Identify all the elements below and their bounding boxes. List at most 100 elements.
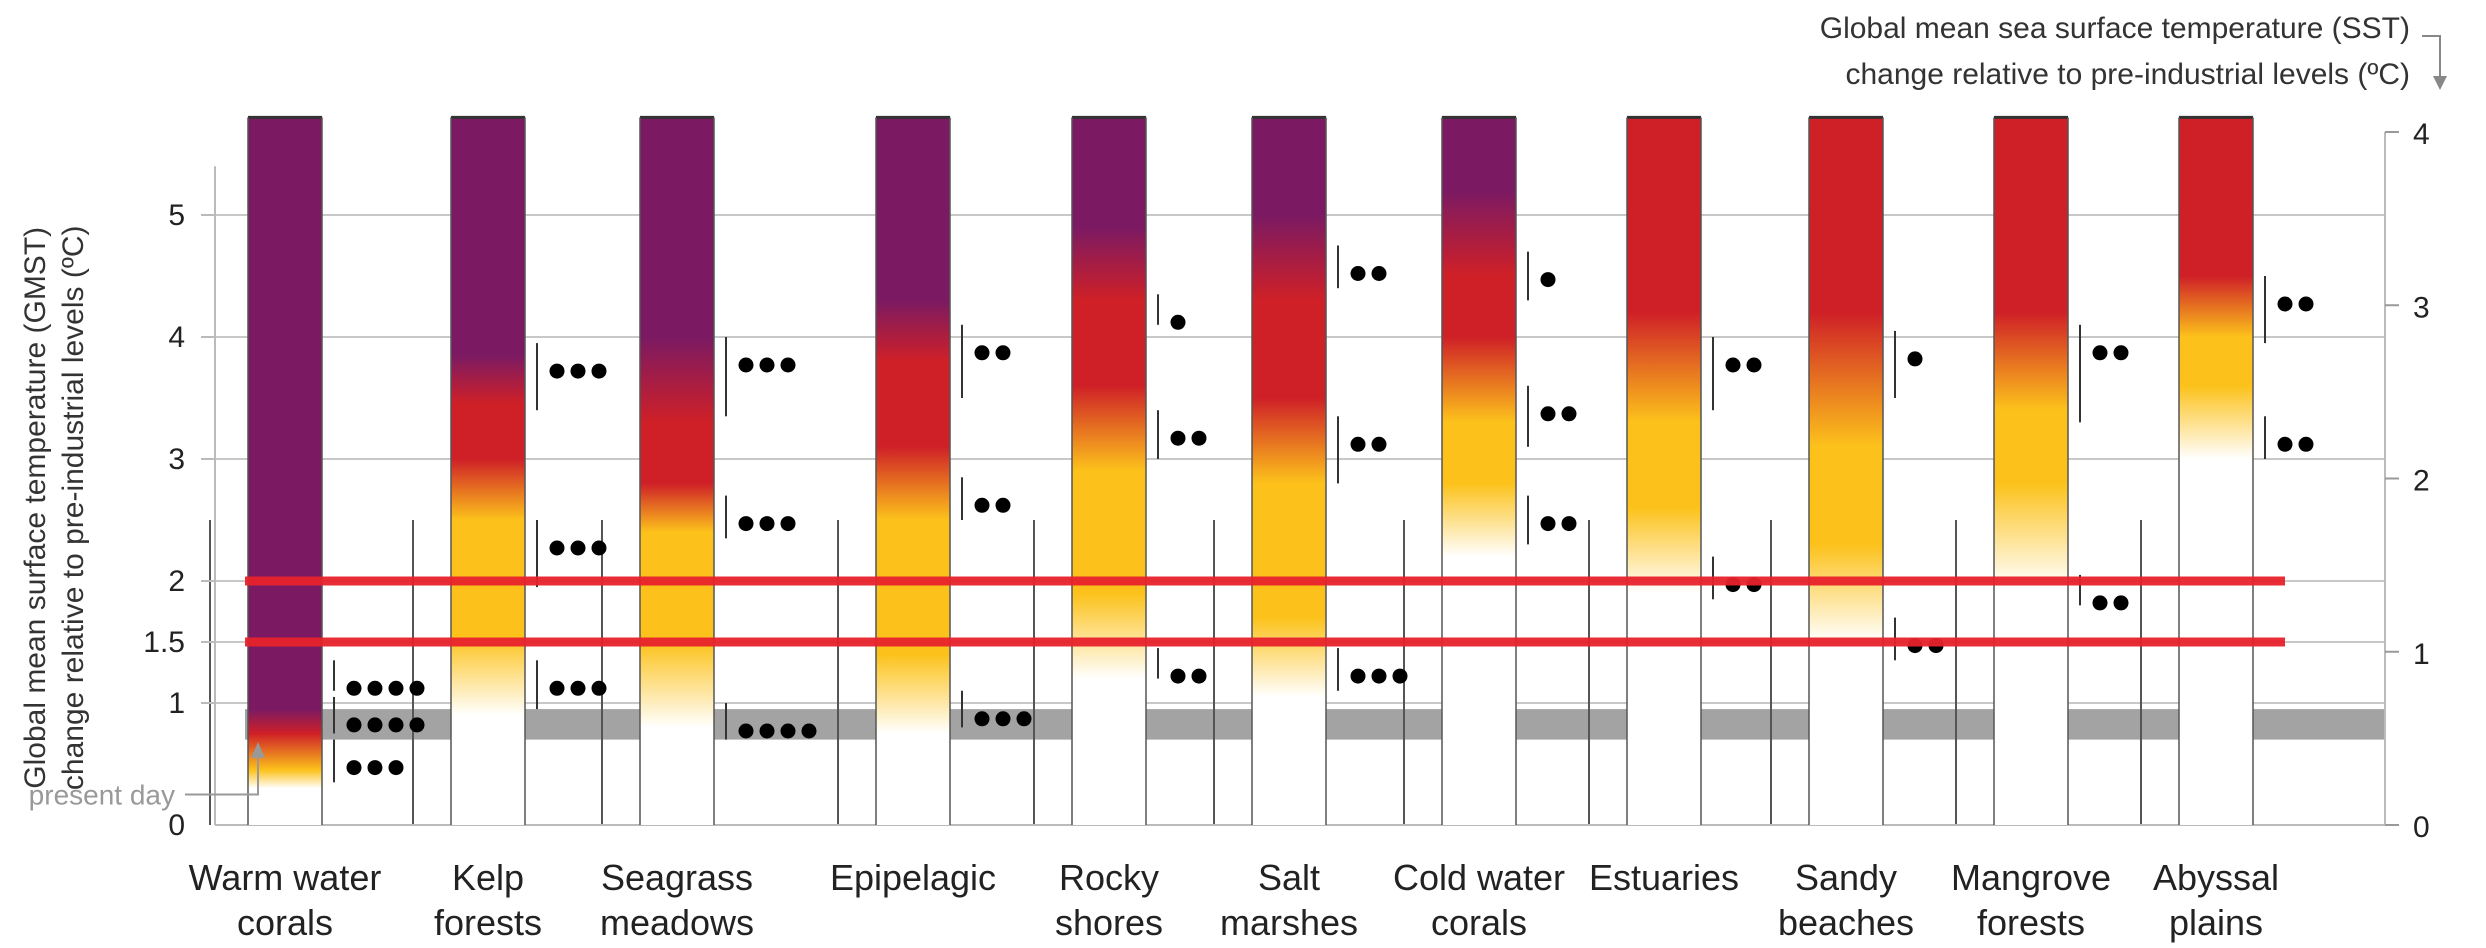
confidence-dot: [2113, 345, 2129, 361]
confidence-dot: [1540, 516, 1556, 532]
confidence-dot: [801, 723, 817, 739]
overlay-layer: [245, 245, 2314, 783]
category-label: Estuaries: [1589, 857, 1739, 898]
confidence-dot: [570, 680, 586, 696]
confidence-dot: [1170, 314, 1186, 330]
confidence-dot: [549, 680, 565, 696]
confidence-dot: [367, 680, 383, 696]
confidence-dot: [1170, 430, 1186, 446]
confidence-dot: [388, 717, 404, 733]
confidence-dot: [591, 540, 607, 556]
confidence-dot: [1540, 406, 1556, 422]
confidence-dot: [1392, 668, 1408, 684]
confidence-dot: [549, 363, 565, 379]
right-tick-label: 4: [2413, 118, 2430, 151]
confidence-dot: [1016, 711, 1032, 727]
left-tick-label: 3: [168, 443, 185, 476]
left-axis-title-line: change relative to pre-industrial levels…: [57, 226, 90, 791]
left-tick-label: 1.5: [143, 626, 185, 659]
confidence-dot: [995, 497, 1011, 513]
confidence-dot: [1725, 357, 1741, 373]
confidence-dot: [1371, 436, 1387, 452]
confidence-dot: [2092, 595, 2108, 611]
confidence-dot: [759, 357, 775, 373]
category-label: corals: [1431, 902, 1527, 943]
present-day-arrow: [185, 749, 259, 796]
confidence-dot: [1540, 272, 1556, 288]
category-label: Epipelagic: [830, 857, 996, 898]
category-label: marshes: [1220, 902, 1358, 943]
confidence-dot: [1191, 668, 1207, 684]
category-label: Warm water: [189, 857, 382, 898]
confidence-dot: [2298, 296, 2314, 312]
confidence-dot: [409, 717, 425, 733]
confidence-dot: [995, 711, 1011, 727]
confidence-dot: [1907, 351, 1923, 367]
confidence-dot: [738, 357, 754, 373]
confidence-dot: [780, 723, 796, 739]
category-label: meadows: [600, 902, 754, 943]
text-layer: 0 1 1.5 2 3 4 5 0 1 2 3 4 Global mean surface temper…: [19, 12, 2447, 943]
confidence-dot: [738, 516, 754, 532]
category-label: shores: [1055, 902, 1163, 943]
confidence-dot: [759, 516, 775, 532]
confidence-dot: [2277, 296, 2293, 312]
confidence-dot: [1191, 430, 1207, 446]
confidence-dot: [2277, 436, 2293, 452]
confidence-dot: [1371, 668, 1387, 684]
confidence-dot: [1350, 668, 1366, 684]
confidence-dot: [367, 717, 383, 733]
category-label: Sandy: [1795, 857, 1897, 898]
right-tick-label: 0: [2413, 811, 2430, 844]
confidence-dot: [974, 711, 990, 727]
left-axis-title-line: Global mean surface temperature (GMST): [19, 227, 52, 789]
right-axis-title-line: change relative to pre-industrial levels…: [1845, 58, 2410, 91]
right-axis-title-line: Global mean sea surface temperature (SST…: [1820, 12, 2410, 45]
category-label: forests: [434, 902, 542, 943]
risk-bar: [2179, 117, 2253, 825]
confidence-dot: [974, 497, 990, 513]
risk-bar: [1442, 117, 1516, 825]
risk-bar: [1072, 117, 1146, 825]
confidence-dot: [738, 723, 754, 739]
confidence-dot: [591, 363, 607, 379]
confidence-dot: [1350, 436, 1366, 452]
right-tick-label: 1: [2413, 638, 2430, 671]
risk-bar: [1252, 117, 1326, 825]
category-label: Rocky: [1059, 857, 1159, 898]
confidence-dot: [570, 540, 586, 556]
right-tick-label: 3: [2413, 291, 2430, 324]
risk-bar: [1994, 117, 2068, 825]
confidence-dot: [409, 680, 425, 696]
confidence-dot: [1371, 266, 1387, 281]
confidence-dot: [759, 723, 775, 739]
confidence-dot: [346, 760, 362, 776]
confidence-dot: [346, 717, 362, 733]
confidence-dot: [2113, 595, 2129, 611]
category-label: Abyssal: [2153, 857, 2279, 898]
category-label: Seagrass: [601, 857, 753, 898]
category-label: beaches: [1778, 902, 1914, 943]
left-tick-label: 4: [168, 321, 185, 354]
risk-bar: [1809, 117, 1883, 825]
risk-bar: [1627, 117, 1701, 825]
confidence-dot: [570, 363, 586, 379]
right-title-arrow: [2422, 35, 2441, 84]
confidence-dot: [974, 345, 990, 361]
category-label: Mangrove: [1951, 857, 2111, 898]
risk-bar: [248, 117, 322, 825]
present-day-label: present day: [29, 780, 175, 811]
present-day-arrow-head: [251, 742, 265, 758]
confidence-dot: [2298, 436, 2314, 452]
right-tick-label: 2: [2413, 465, 2430, 498]
bars-layer: [247, 115, 2254, 825]
risk-bar: [876, 117, 950, 825]
category-label: Salt: [1258, 857, 1320, 898]
confidence-dot: [388, 680, 404, 696]
left-tick-label: 0: [168, 809, 185, 842]
risk-bar: [451, 117, 525, 825]
category-label: corals: [237, 902, 333, 943]
category-label: Kelp: [452, 857, 524, 898]
confidence-dot: [995, 345, 1011, 361]
